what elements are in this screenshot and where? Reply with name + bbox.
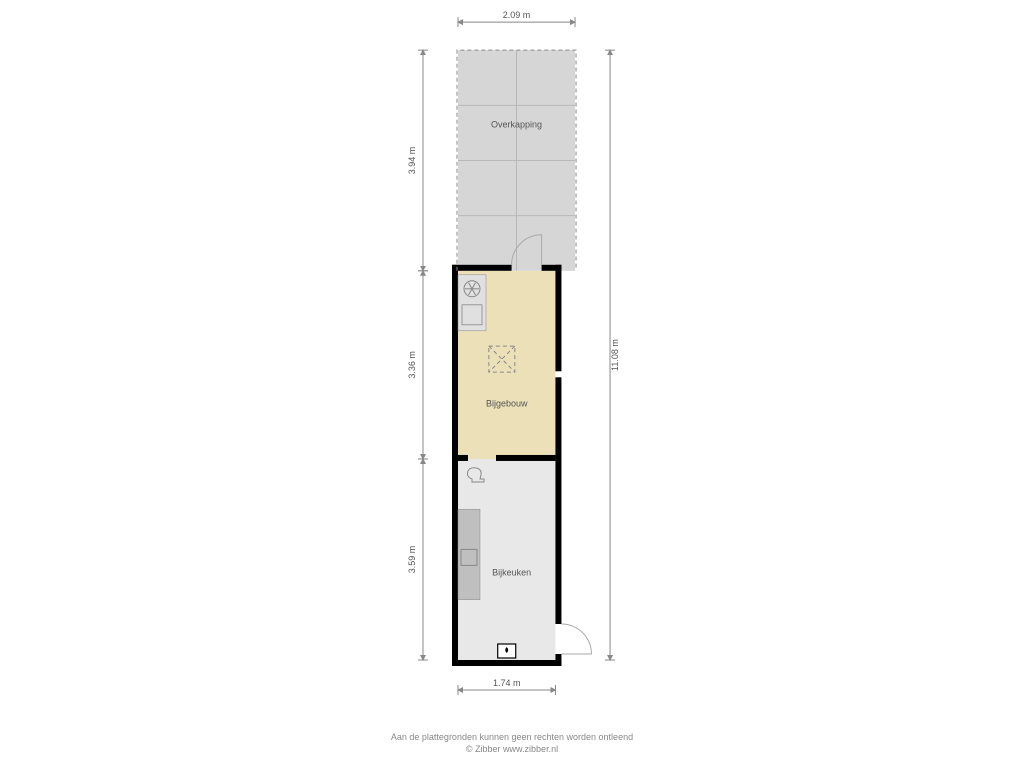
dim-label-right: 11.08 m <box>610 339 620 371</box>
label-bijkeuken: Bijkeuken <box>492 568 531 578</box>
footer-line1: Aan de plattegronden kunnen geen rechten… <box>391 732 633 742</box>
dim-label-left-low: 3.59 m <box>407 546 417 574</box>
footer-line2: © Zibber www.zibber.nl <box>466 744 558 754</box>
dim-label-left-mid: 3.36 m <box>407 351 417 379</box>
dim-label-top: 2.09 m <box>503 10 531 20</box>
dim-label-bottom: 1.74 m <box>493 678 521 688</box>
dim-label-left-high: 3.94 m <box>407 147 417 175</box>
label-overkapping: Overkapping <box>491 119 542 129</box>
door-bijkeuken <box>561 624 591 654</box>
label-bijgebouw: Bijgebouw <box>486 398 528 408</box>
